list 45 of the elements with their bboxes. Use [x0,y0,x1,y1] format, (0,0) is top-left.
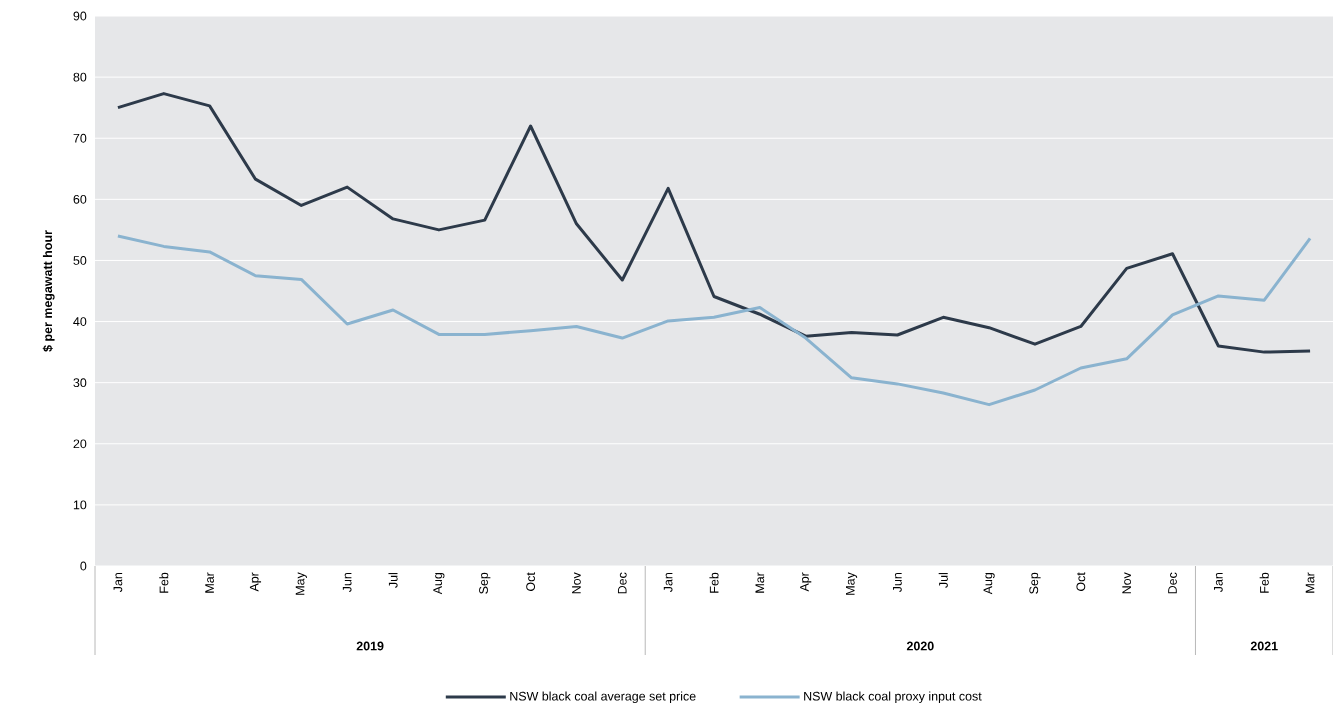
text: 2020 [906,641,934,651]
x-tick-label: Jun [342,573,352,593]
y-tick-label: 0 [80,561,87,571]
x-tick-label: Mar [1305,572,1315,593]
y-tick-label: 20 [73,439,87,449]
y-tick-label: 70 [73,133,87,143]
x-tick-label: May [295,572,307,595]
y-tick-label: 40 [73,317,87,326]
x-tick-label: May [845,572,858,595]
x-tick-label: Mar [205,572,214,593]
legend-label: NSW black coal proxy input cost [804,691,982,704]
text: 2021 [1250,641,1278,651]
text: 2019 [356,641,384,651]
x-tick-label: Oct [1076,572,1086,591]
x-tick-label: Apr [249,572,262,592]
x-tick-label: Jul [938,573,948,588]
x-tick-label: Nov [572,572,581,594]
x-tick-label: Jan [663,573,673,593]
x-tick-label: Dec [617,572,627,594]
x-tick-label: Feb [709,572,719,593]
y-tick-label: 90 [73,11,87,21]
x-tick-label: Nov [1122,572,1132,594]
x-tick-label: Sep [479,572,491,594]
line-series [116,92,1312,354]
y-tick-label: 30 [73,378,87,388]
legend-label: NSW black coal average set price [510,691,696,704]
x-tick-label: Jun [893,573,902,593]
x-tick-label: Feb [159,572,169,593]
x-tick-label: Dec [1168,572,1177,594]
y-tick-label: 60 [73,194,87,204]
x-tick-label: Aug [983,573,995,595]
y-tick-label: 50 [73,256,87,265]
y-axis-title: $ per megawatt hour [42,230,55,352]
line-series [116,234,1312,407]
x-tick-label: Jan [1214,573,1223,593]
x-tick-label: Sep [1029,572,1041,594]
x-tick-label: Oct [526,572,536,591]
x-tick-label: Feb [1259,572,1269,593]
x-tick-label: Mar [755,572,765,593]
y-tick-label: 80 [73,72,87,82]
y-tick-label: 10 [73,500,87,510]
x-tick-label: Jan [113,573,123,593]
x-tick-label: Jul [388,573,398,588]
x-tick-label: Apr [800,572,812,592]
x-tick-label: Aug [433,573,445,595]
